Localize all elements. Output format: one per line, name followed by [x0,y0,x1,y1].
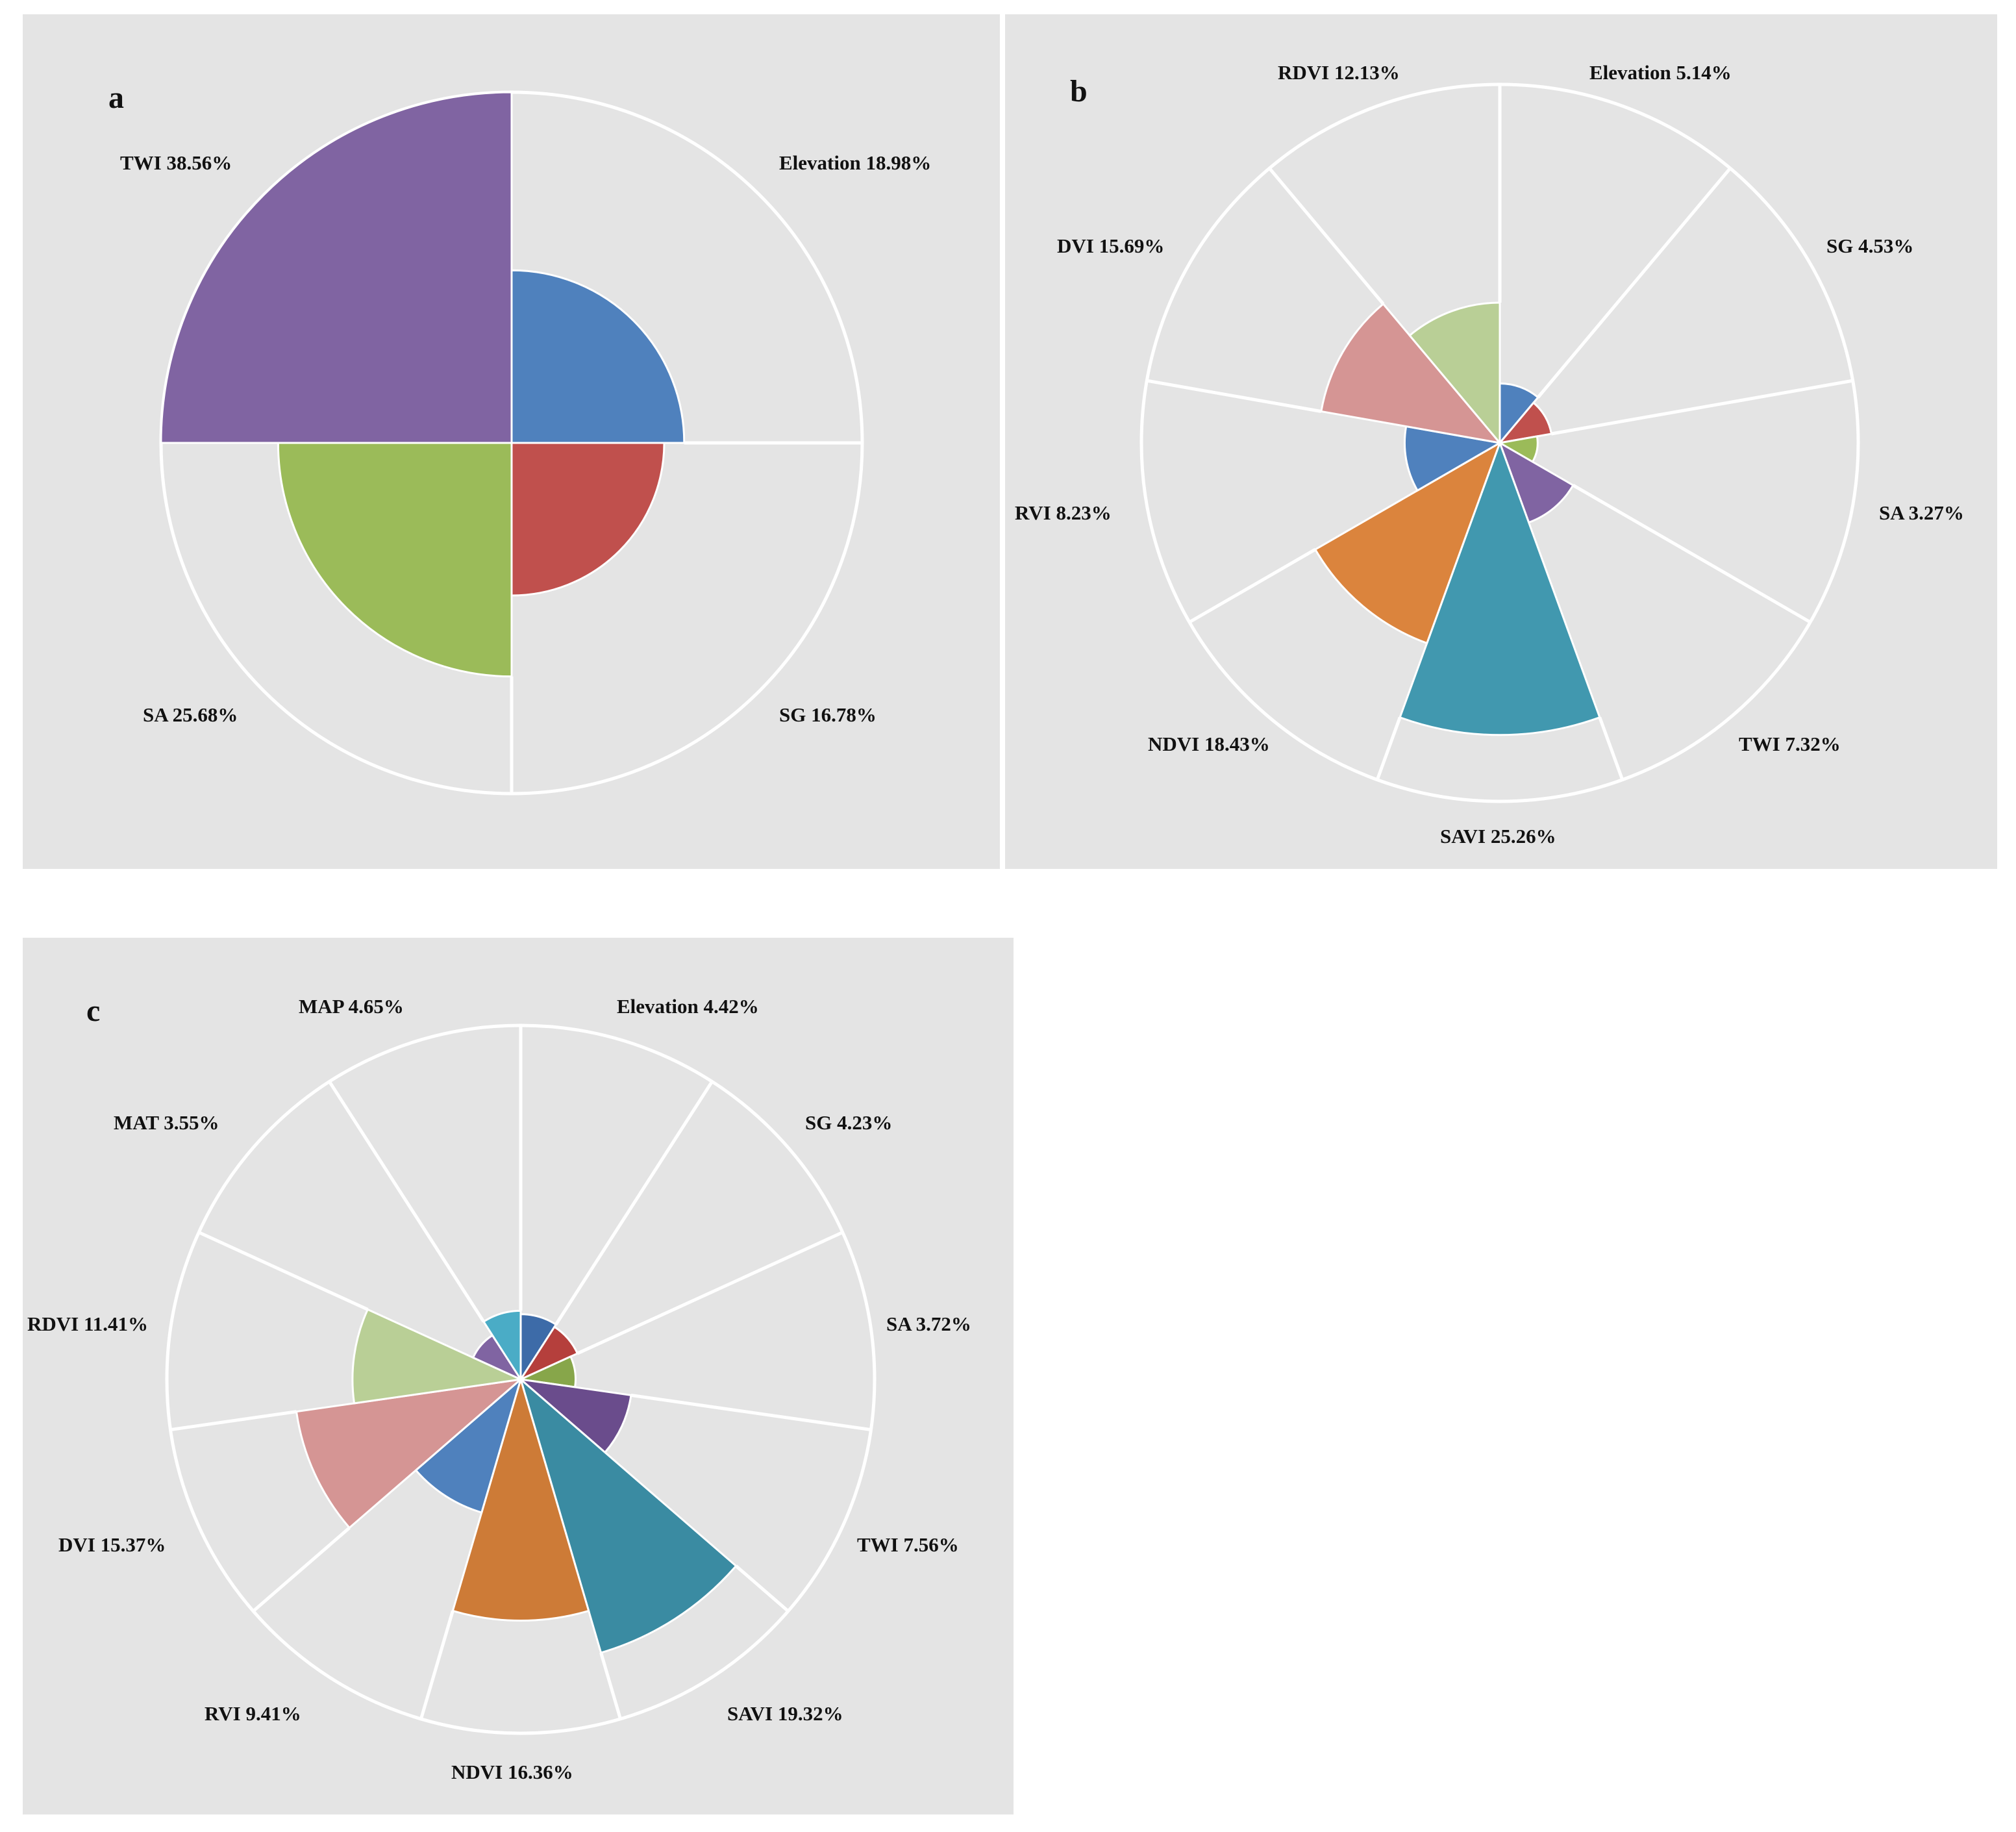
data-label-elevation: Elevation 4.42% [617,995,759,1018]
chart-panel-c: c Elevation 4.42% SG 4.23% SA 3.72% TWI 7.56… [23,938,1014,1814]
rose-slice-ndvi [1313,440,1502,645]
rose-slice-rvi [1403,425,1503,492]
radial-gridline [198,1231,369,1311]
rose-slice-savi [1399,440,1601,736]
rose-slice-sa [277,442,513,678]
rose-slice-rdvi [1408,301,1501,446]
data-label-sa: SA 3.72% [886,1312,971,1335]
radial-gridline [1536,167,1732,399]
radial-gridline [1146,379,1322,413]
data-label-sa: SA 25.68% [143,703,238,726]
data-label-sg: SG 16.78% [779,703,877,726]
data-label-map: MAP 4.65% [299,995,404,1018]
radial-gridline [1375,716,1402,781]
radial-gridline [1598,716,1624,781]
radial-gridline [419,1610,454,1720]
data-label-savi: SAVI 25.26% [1440,825,1556,847]
data-label-twi: TWI 38.56% [120,151,232,174]
radial-gridline [170,1410,297,1432]
panel-label: b [1070,74,1088,108]
data-label-dvi: DVI 15.37% [58,1533,166,1556]
rose-slice-dvi [1320,302,1502,445]
rose-chart-c: c Elevation 4.42% SG 4.23% SA 3.72% TWI 7.56… [27,994,971,1783]
rose-slice-ndvi [451,1375,590,1622]
rose-slice-twi [517,1377,632,1454]
radial-gridline [630,1393,871,1432]
data-label-rvi: RVI 9.41% [205,1702,301,1725]
radial-gridline [734,1564,790,1612]
chart-panel-b: b Elevation 5.14% SG 4.53% SA 3.27% TWI 7.32… [1005,14,1997,869]
radial-gridline [328,1081,486,1323]
rose-slice-dvi [295,1377,524,1529]
radial-gridline [1572,484,1811,624]
rose-slice-twi [1498,440,1574,524]
rose-slice-twi [160,91,513,444]
radial-gridline [599,1652,622,1720]
data-label-ndvi: NDVI 18.43% [1148,733,1270,755]
data-label-rdvi: RDVI 11.41% [27,1312,148,1335]
radial-gridline [1268,167,1385,305]
data-label-savi: SAVI 19.32% [727,1702,843,1725]
chart-panel-a: a Elevation 18.98% SG 16.78% SA 25.68% TWI 3… [23,14,1000,869]
rose-slice-rdvi [351,1308,525,1405]
radial-gridline [1188,547,1317,624]
radial-gridline [554,1081,714,1325]
panel-label: a [108,81,124,115]
data-label-ndvi: NDVI 16.36% [451,1761,573,1783]
data-label-elevation: Elevation 18.98% [779,151,931,174]
data-label-elevation: Elevation 5.14% [1589,61,1732,84]
rose-chart-b: b Elevation 5.14% SG 4.53% SA 3.27% TWI 7.32… [1015,61,1964,847]
radial-gridline [577,1231,843,1355]
rose-slice-elevation [510,269,686,444]
radial-gridline [252,1526,351,1612]
data-label-sa: SA 3.27% [1879,501,1964,524]
data-label-rdvi: RDVI 12.13% [1278,61,1400,84]
data-label-twi: TWI 7.32% [1739,733,1841,755]
rose-slice-rvi [414,1376,523,1514]
data-label-sg: SG 4.53% [1826,234,1913,257]
rose-chart-a: a Elevation 18.98% SG 16.78% SA 25.68% TWI 3… [108,81,931,796]
radial-gridline [1551,379,1854,436]
data-label-rvi: RVI 8.23% [1015,501,1112,524]
data-label-twi: TWI 7.56% [857,1533,959,1556]
data-label-mat: MAT 3.55% [114,1111,219,1134]
rose-slice-savi [519,1376,738,1654]
panel-label: c [86,994,100,1028]
data-label-sg: SG 4.23% [805,1111,892,1134]
data-label-dvi: DVI 15.69% [1057,234,1164,257]
rose-slice-sg [510,442,666,597]
